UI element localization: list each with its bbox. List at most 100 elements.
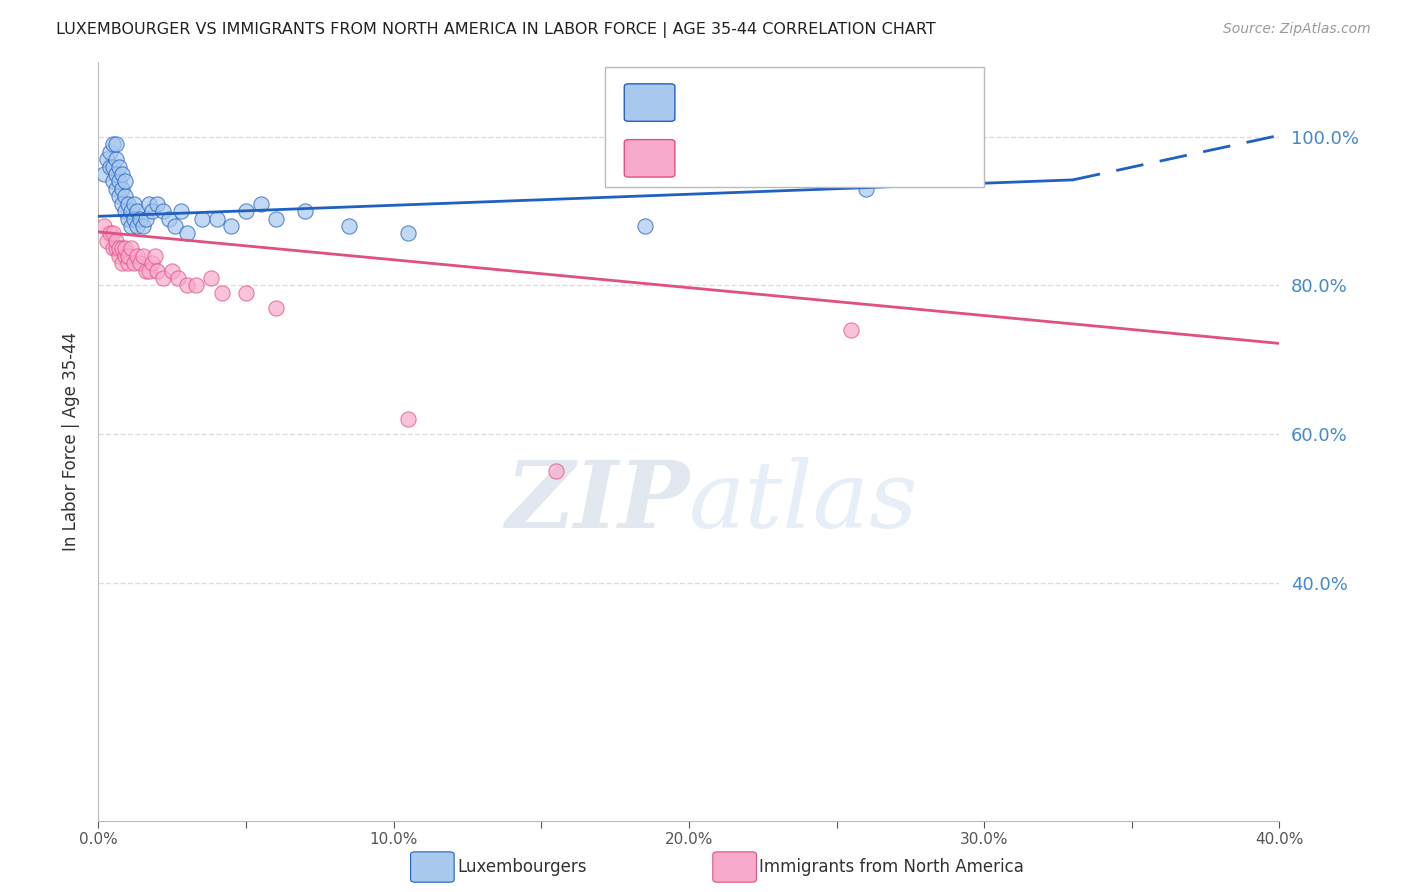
Point xyxy=(294,204,316,219)
Point xyxy=(108,174,131,188)
Text: LUXEMBOURGER VS IMMIGRANTS FROM NORTH AMERICA IN LABOR FORCE | AGE 35-44 CORRELA: LUXEMBOURGER VS IMMIGRANTS FROM NORTH AM… xyxy=(56,22,936,38)
Point xyxy=(128,256,150,270)
Point xyxy=(105,167,128,181)
Point xyxy=(176,227,198,241)
Text: N =: N = xyxy=(801,93,845,112)
Point xyxy=(162,263,183,277)
Point xyxy=(132,219,155,233)
Point xyxy=(221,219,243,233)
Point xyxy=(96,234,118,248)
Point xyxy=(117,256,139,270)
Text: 37: 37 xyxy=(846,149,873,168)
Point xyxy=(120,204,142,219)
Point xyxy=(264,211,287,226)
Point xyxy=(114,249,136,263)
Point xyxy=(96,152,118,166)
Point xyxy=(125,219,148,233)
Point xyxy=(135,263,157,277)
Point xyxy=(138,196,160,211)
Text: Luxembourgers: Luxembourgers xyxy=(457,858,586,876)
Point xyxy=(108,241,131,255)
Point xyxy=(105,182,128,196)
Point xyxy=(120,241,142,255)
Point xyxy=(108,249,131,263)
Point xyxy=(339,219,361,233)
Point xyxy=(93,167,115,181)
Point xyxy=(114,174,136,188)
Point xyxy=(114,241,136,255)
Point xyxy=(200,271,222,285)
Text: N =: N = xyxy=(801,149,845,168)
Y-axis label: In Labor Force | Age 35-44: In Labor Force | Age 35-44 xyxy=(62,332,80,551)
Point xyxy=(98,145,121,159)
Point xyxy=(125,204,148,219)
Point xyxy=(855,182,877,196)
Point xyxy=(152,271,174,285)
Point xyxy=(132,249,155,263)
Point xyxy=(184,278,207,293)
Point xyxy=(141,256,163,270)
Point xyxy=(111,196,134,211)
Point xyxy=(108,160,131,174)
Point xyxy=(122,196,145,211)
Point xyxy=(141,204,163,219)
Point xyxy=(146,263,169,277)
Point xyxy=(128,211,150,226)
Point xyxy=(235,285,257,300)
Point xyxy=(105,152,128,166)
Point xyxy=(111,182,134,196)
Point xyxy=(103,174,125,188)
Point xyxy=(546,464,568,478)
Point xyxy=(117,196,139,211)
Point xyxy=(103,160,125,174)
Point xyxy=(117,249,139,263)
Text: -0.117: -0.117 xyxy=(727,149,796,168)
Point xyxy=(108,189,131,203)
Point xyxy=(170,204,193,219)
Point xyxy=(152,204,174,219)
Point xyxy=(114,189,136,203)
Point xyxy=(111,167,134,181)
Text: ZIP: ZIP xyxy=(505,458,689,547)
Point xyxy=(138,263,160,277)
Point xyxy=(120,219,142,233)
Point xyxy=(111,256,134,270)
Text: atlas: atlas xyxy=(689,458,918,547)
Point xyxy=(135,211,157,226)
Point xyxy=(105,241,128,255)
Text: Source: ZipAtlas.com: Source: ZipAtlas.com xyxy=(1223,22,1371,37)
Point xyxy=(105,137,128,152)
Point xyxy=(122,256,145,270)
Point xyxy=(250,196,273,211)
Text: 50: 50 xyxy=(846,93,873,112)
Point xyxy=(98,227,121,241)
Point xyxy=(117,211,139,226)
Text: R =: R = xyxy=(682,149,724,168)
Point xyxy=(841,323,863,337)
Point xyxy=(103,137,125,152)
Point xyxy=(211,285,233,300)
Point xyxy=(125,249,148,263)
Point xyxy=(191,211,214,226)
Point xyxy=(93,219,115,233)
Point xyxy=(111,241,134,255)
Point xyxy=(103,227,125,241)
Point xyxy=(205,211,228,226)
Point xyxy=(146,196,169,211)
Text: Immigrants from North America: Immigrants from North America xyxy=(759,858,1024,876)
Point xyxy=(98,160,121,174)
Point xyxy=(165,219,187,233)
Point xyxy=(114,204,136,219)
Point xyxy=(634,219,657,233)
Point xyxy=(167,271,190,285)
Point xyxy=(103,241,125,255)
Point xyxy=(143,249,166,263)
Point xyxy=(264,301,287,315)
Text: 0.194: 0.194 xyxy=(727,93,789,112)
Point xyxy=(398,227,420,241)
Point xyxy=(157,211,180,226)
Point xyxy=(398,412,420,426)
Point xyxy=(235,204,257,219)
Point xyxy=(122,211,145,226)
Point xyxy=(176,278,198,293)
